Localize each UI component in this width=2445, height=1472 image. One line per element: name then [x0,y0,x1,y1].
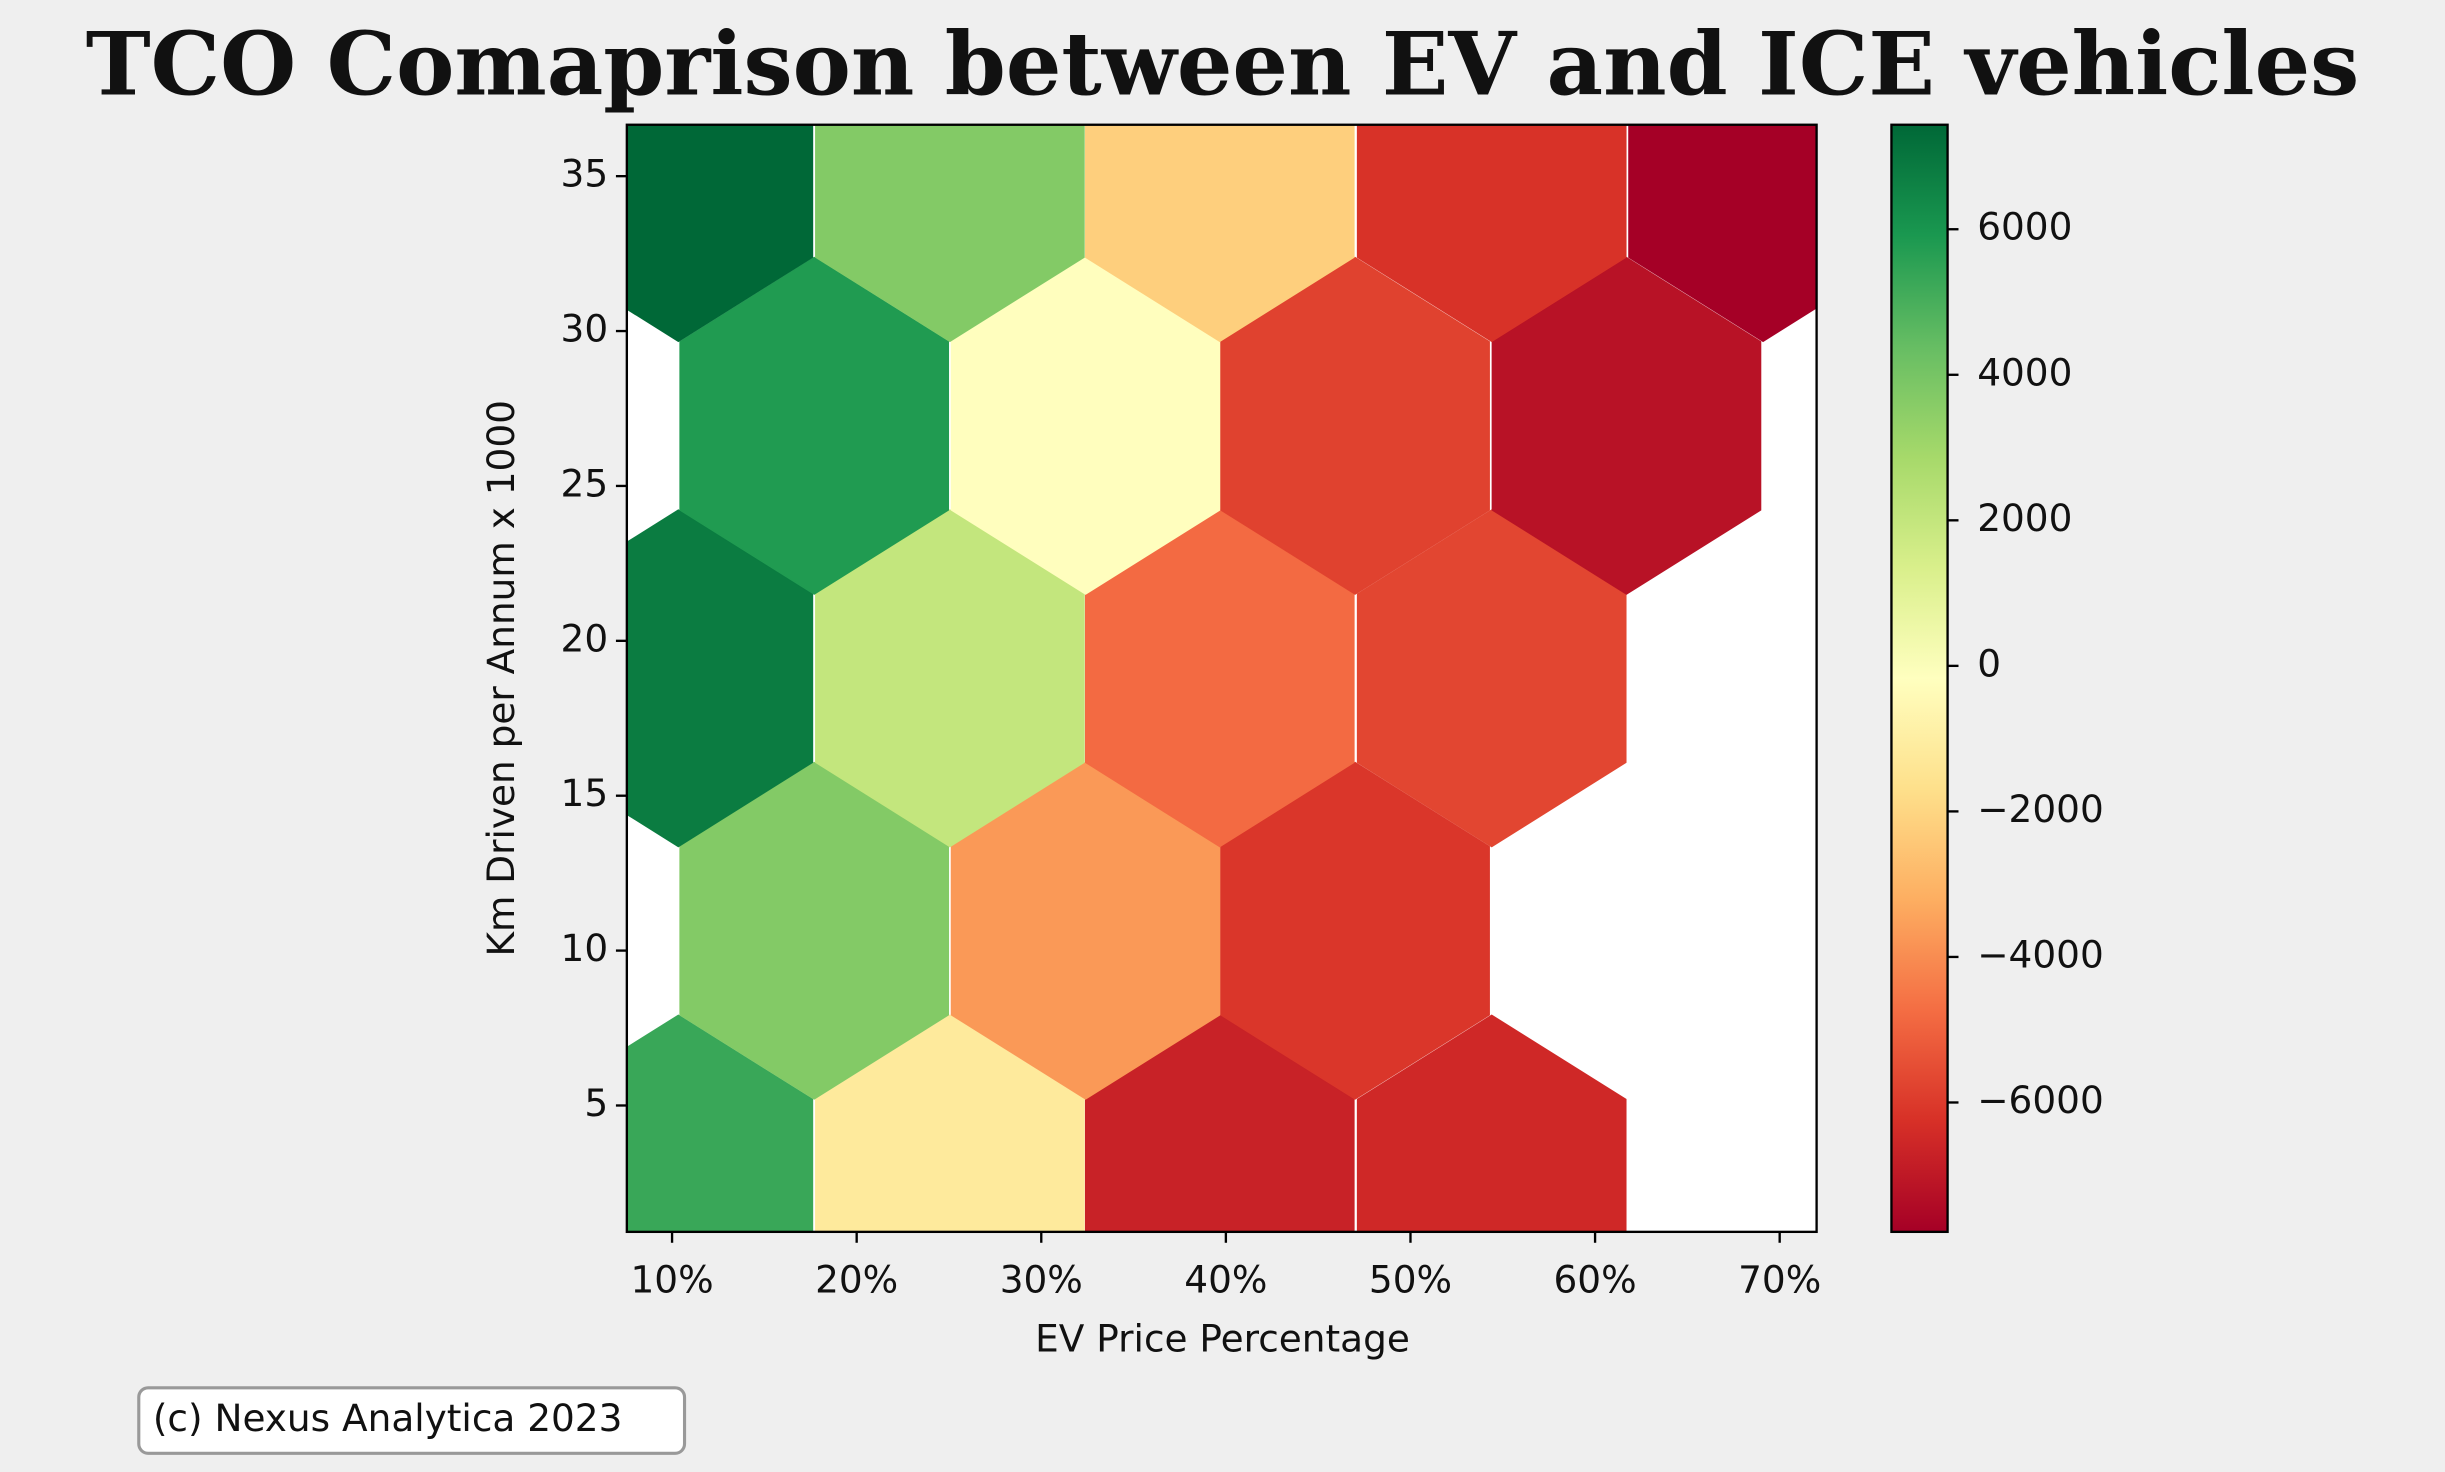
hex-cell [815,124,1085,343]
colorbar-tick-label: −2000 [1977,787,2104,831]
chart-title: TCO Comaprison between EV and ICE vehicl… [86,13,2360,116]
colorbar-tick-label: 0 [1977,641,2001,685]
plot-frame [625,123,1818,1234]
x-tick-label: 70% [1738,1257,1821,1301]
x-tick-label: 30% [1000,1257,1083,1301]
hex-cell [626,509,814,848]
y-tick-label: 25 [561,461,609,505]
hex-cell [1220,256,1490,595]
hex-cell [1356,1014,1627,1232]
y-tick-label: 5 [584,1081,608,1125]
colorbar-tick-label: 6000 [1977,205,2072,249]
hex-cell [815,509,1085,848]
x-tick-label: 50% [1369,1257,1452,1301]
y-tick-label: 15 [561,771,609,815]
y-axis-label: Km Driven per Annum x 1000 [479,400,523,956]
colorbar-tick-label: 4000 [1977,350,2072,394]
hex-cell [626,124,814,343]
x-tick-label: 60% [1553,1257,1636,1301]
hex-cell [1084,124,1355,343]
y-tick-label: 20 [561,616,609,660]
hex-cell [679,256,950,595]
annotation: (c) Nexus Analytica 2023 [153,1396,623,1440]
y-tick-label: 30 [561,307,609,351]
y-tick-label: 10 [561,926,609,970]
colorbar-tick-label: 2000 [1977,496,2072,540]
hex-cell [679,761,950,1100]
x-tick-label: 10% [630,1257,713,1301]
annotation-box [137,1386,687,1455]
hex-cell [626,1014,814,1232]
x-tick-label: 40% [1184,1257,1267,1301]
colorbar-tick-label: −4000 [1977,932,2104,976]
y-tick-label: 35 [561,152,609,196]
x-axis-label: EV Price Percentage [1035,1317,1410,1361]
x-tick-label: 20% [815,1257,898,1301]
hex-cell [1356,124,1627,343]
hex-layer [626,124,1817,1232]
colorbar-tick-label: −6000 [1977,1078,2104,1122]
hex-cell [1628,124,1817,343]
colorbar [1891,124,1948,1232]
colorbar-frame [1890,123,1949,1234]
hex-cell [815,1014,1085,1232]
